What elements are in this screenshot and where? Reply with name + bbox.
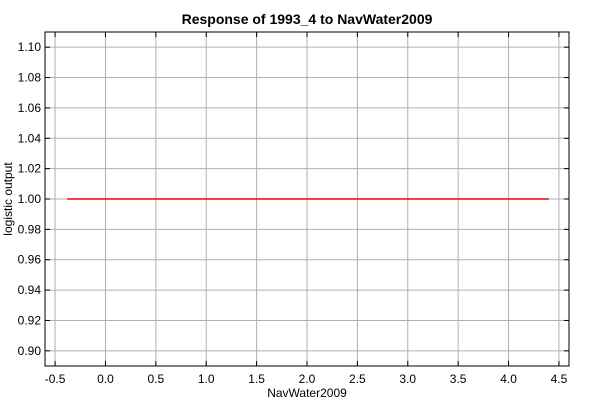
x-tick-label: 0.0 — [97, 372, 114, 386]
x-tick-label: -0.5 — [45, 372, 66, 386]
x-tick-label: 3.5 — [450, 372, 467, 386]
ticks: -0.5 0.0 0.5 1.0 1.5 2.0 2.5 3.0 3.5 4.0 4.5 0.90 0.… — [18, 32, 569, 386]
y-tick-label: 0.92 — [18, 313, 42, 327]
grid — [45, 32, 569, 366]
y-tick-label: 0.94 — [18, 283, 42, 297]
x-tick-label: 2.0 — [299, 372, 316, 386]
y-tick-label: 1.06 — [18, 101, 42, 115]
y-tick-label: 0.90 — [18, 344, 42, 358]
y-tick-label: 1.08 — [18, 71, 42, 85]
y-tick-label: 1.02 — [18, 162, 42, 176]
chart-title: Response of 1993_4 to NavWater2009 — [182, 11, 433, 27]
x-tick-label: 1.5 — [248, 372, 265, 386]
y-tick-label: 0.96 — [18, 253, 42, 267]
x-tick-label: 3.0 — [399, 372, 416, 386]
y-tick-label: 0.98 — [18, 222, 42, 236]
x-tick-label: 2.5 — [349, 372, 366, 386]
x-tick-label: 0.5 — [148, 372, 165, 386]
x-tick-label: 4.5 — [551, 372, 568, 386]
x-axis-label: NavWater2009 — [267, 386, 347, 400]
y-tick-label: 1.10 — [18, 40, 42, 54]
y-axis-label: logistic output — [1, 162, 15, 236]
x-tick-label: 1.0 — [198, 372, 215, 386]
x-tick-label: 4.0 — [500, 372, 517, 386]
y-tick-label: 1.04 — [18, 131, 42, 145]
y-tick-label: 1.00 — [18, 192, 42, 206]
